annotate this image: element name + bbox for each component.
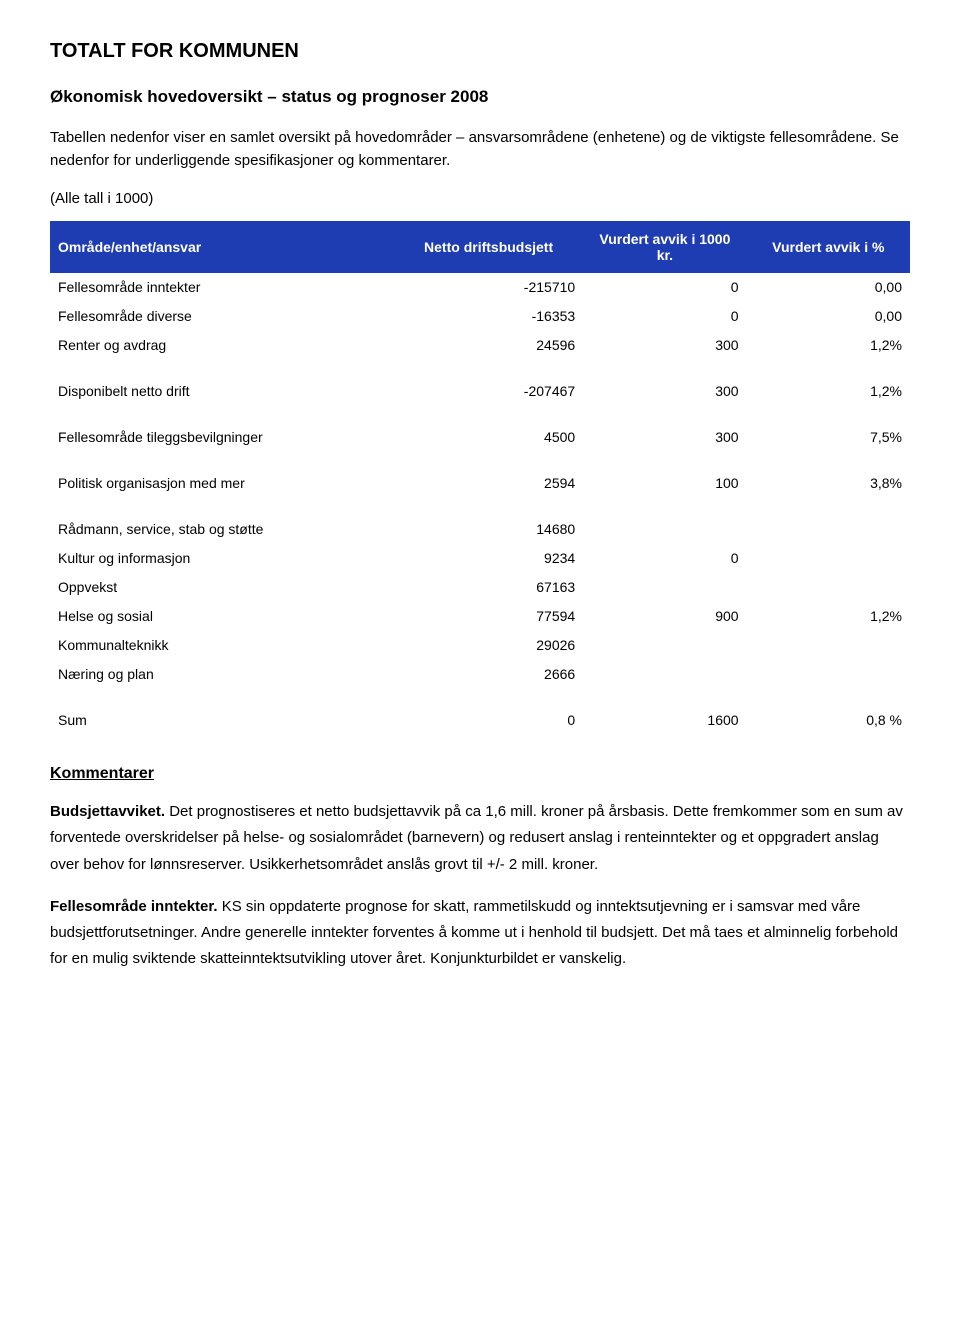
page-subtitle: Økonomisk hovedoversikt – status og prog… (50, 87, 910, 107)
table-row-sum: Sum 0 1600 0,8 % (50, 706, 910, 735)
overview-table: Område/enhet/ansvar Netto driftsbudsjett… (50, 221, 910, 735)
row-value (747, 631, 910, 660)
table-row: Fellesområde diverse -16353 0 0,00 (50, 302, 910, 331)
table-row: Kommunalteknikk 29026 (50, 631, 910, 660)
table-row: Kultur og informasjon 9234 0 (50, 544, 910, 573)
row-value (747, 544, 910, 573)
row-value: 9234 (394, 544, 583, 573)
col-header-deviation-kr: Vurdert avvik i 1000 kr. (583, 221, 746, 273)
comments-paragraph-1: Budsjettavviket. Det prognostiseres et n… (50, 799, 910, 878)
col-header-budget: Netto driftsbudsjett (394, 221, 583, 273)
row-value: 0 (583, 544, 746, 573)
row-value: 29026 (394, 631, 583, 660)
page-title: TOTALT FOR KOMMUNEN (50, 40, 910, 63)
row-value (583, 660, 746, 689)
row-label: Sum (50, 706, 394, 735)
p1-lead: Budsjettavviket. (50, 803, 165, 820)
row-label: Oppvekst (50, 573, 394, 602)
table-row: Helse og sosial 77594 900 1,2% (50, 602, 910, 631)
row-value: 7,5% (747, 423, 910, 452)
row-value: 300 (583, 423, 746, 452)
row-value: 0,00 (747, 302, 910, 331)
row-value (583, 631, 746, 660)
p2-lead: Fellesområde inntekter. (50, 898, 218, 915)
table-row-politisk: Politisk organisasjon med mer 2594 100 3… (50, 469, 910, 498)
row-value (747, 573, 910, 602)
row-label: Fellesområde tileggsbevilgninger (50, 423, 394, 452)
row-value: 0 (394, 706, 583, 735)
all-in-1000-note: (Alle tall i 1000) (50, 190, 910, 207)
row-value (583, 515, 746, 544)
row-value: 2666 (394, 660, 583, 689)
row-value (583, 573, 746, 602)
row-value: 24596 (394, 331, 583, 360)
row-label: Fellesområde diverse (50, 302, 394, 331)
row-value: 67163 (394, 573, 583, 602)
row-value: 14680 (394, 515, 583, 544)
row-label: Kommunalteknikk (50, 631, 394, 660)
row-value: 0,00 (747, 273, 910, 302)
row-value: 0,8 % (747, 706, 910, 735)
row-value: 100 (583, 469, 746, 498)
row-value: 900 (583, 602, 746, 631)
row-value: -207467 (394, 377, 583, 406)
table-row-disponibelt: Disponibelt netto drift -207467 300 1,2% (50, 377, 910, 406)
table-row: Oppvekst 67163 (50, 573, 910, 602)
row-label: Disponibelt netto drift (50, 377, 394, 406)
row-value: -215710 (394, 273, 583, 302)
row-label: Kultur og informasjon (50, 544, 394, 573)
row-value: 2594 (394, 469, 583, 498)
col-header-area: Område/enhet/ansvar (50, 221, 394, 273)
col-header-deviation-pct: Vurdert avvik i % (747, 221, 910, 273)
row-value: 4500 (394, 423, 583, 452)
row-value: 0 (583, 273, 746, 302)
row-label: Renter og avdrag (50, 331, 394, 360)
row-value: 0 (583, 302, 746, 331)
row-value: 1,2% (747, 602, 910, 631)
intro-paragraph: Tabellen nedenfor viser en samlet oversi… (50, 127, 910, 172)
row-value: -16353 (394, 302, 583, 331)
row-label: Helse og sosial (50, 602, 394, 631)
row-label: Næring og plan (50, 660, 394, 689)
table-row: Næring og plan 2666 (50, 660, 910, 689)
row-label: Fellesområde inntekter (50, 273, 394, 302)
row-value: 300 (583, 331, 746, 360)
p1-rest: Det prognostiseres et netto budsjettavvi… (50, 803, 903, 873)
row-label: Politisk organisasjon med mer (50, 469, 394, 498)
table-row-radmann: Rådmann, service, stab og støtte 14680 (50, 515, 910, 544)
table-row: Fellesområde inntekter -215710 0 0,00 (50, 273, 910, 302)
comments-paragraph-2: Fellesområde inntekter. KS sin oppdatert… (50, 894, 910, 973)
table-row-tillegg: Fellesområde tileggsbevilgninger 4500 30… (50, 423, 910, 452)
row-value (747, 660, 910, 689)
row-value: 3,8% (747, 469, 910, 498)
row-value (747, 515, 910, 544)
row-value: 1600 (583, 706, 746, 735)
table-row: Renter og avdrag 24596 300 1,2% (50, 331, 910, 360)
comments-heading: Kommentarer (50, 765, 910, 783)
row-value: 1,2% (747, 377, 910, 406)
row-value: 1,2% (747, 331, 910, 360)
row-label: Rådmann, service, stab og støtte (50, 515, 394, 544)
row-value: 300 (583, 377, 746, 406)
row-value: 77594 (394, 602, 583, 631)
